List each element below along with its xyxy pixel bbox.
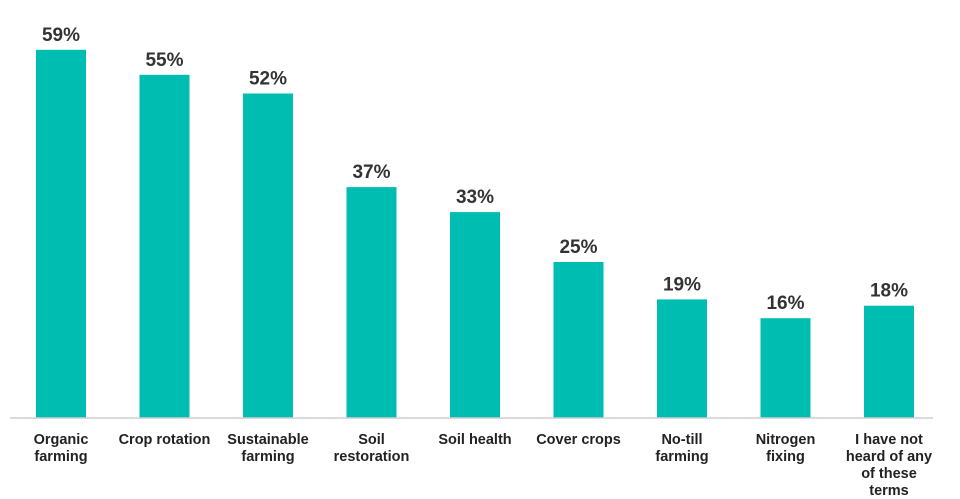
value-label-sustainable-farming: 52% <box>249 69 287 90</box>
category-label-cover-crops: Cover crops <box>536 432 621 448</box>
value-label-i-have-not-heard-of-any-of-these-terms: 18% <box>870 281 908 302</box>
category-label-soil-health: Soil health <box>438 432 511 448</box>
category-label-nitrogen-fixing: Nitrogen fixing <box>756 432 816 465</box>
category-labels-group: Organic farming Crop rotation Sustainable fa… <box>34 432 933 499</box>
bar-organic-farming <box>36 49 86 419</box>
bar-soil-health <box>450 212 500 418</box>
value-label-crop-rotation: 55% <box>145 50 183 71</box>
value-labels-group: 59% 55% 52% 37% 33% 25% 19% 16% 18% <box>42 25 908 314</box>
bar-i-have-not-heard-of-any-of-these-terms <box>864 305 914 418</box>
bars-group <box>36 49 914 419</box>
value-label-nitrogen-fixing: 16% <box>766 293 804 314</box>
value-label-cover-crops: 25% <box>559 237 597 258</box>
bar-nitrogen-fixing <box>760 318 811 418</box>
category-label-organic-farming: Organic farming <box>34 432 89 465</box>
bar-cover-crops <box>553 262 604 418</box>
category-label-sustainable-farming: Sustainable farming <box>227 432 308 465</box>
value-label-no-till-farming: 19% <box>663 274 701 295</box>
category-label-crop-rotation: Crop rotation <box>119 432 211 448</box>
value-label-organic-farming: 59% <box>42 25 80 46</box>
bar-soil-restoration <box>346 187 397 418</box>
bar-crop-rotation <box>139 74 190 419</box>
value-label-soil-restoration: 37% <box>352 162 390 183</box>
category-label-i-have-not-heard-of-any-of-these-terms: I have not heard of any of these terms <box>846 432 932 499</box>
category-label-soil-restoration: Soil restoration <box>334 432 410 465</box>
value-label-soil-health: 33% <box>456 187 494 208</box>
category-label-no-till-farming: No-till farming <box>655 432 708 465</box>
bar-sustainable-farming <box>243 93 293 418</box>
bar-no-till-farming <box>657 299 707 418</box>
